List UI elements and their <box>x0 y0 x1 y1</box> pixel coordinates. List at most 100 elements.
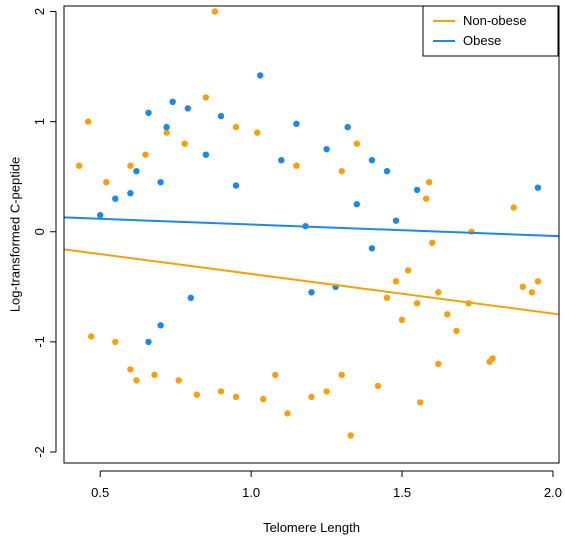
data-point-obese-25 <box>392 217 400 224</box>
data-point-obese-13 <box>112 195 119 202</box>
data-point-obese-7 <box>344 123 351 131</box>
x-tick-label: 0.5 <box>91 485 109 500</box>
data-point-obese-20 <box>187 294 194 301</box>
data-point-obese-24 <box>353 201 360 208</box>
data-point-non-obese-5 <box>88 333 95 340</box>
y-tick-label: 2 <box>32 8 47 15</box>
data-point-non-obese-17 <box>308 393 315 401</box>
data-point-obese-27 <box>127 190 134 197</box>
fit-lines-layer <box>63 216 560 316</box>
axes-layer: 0.5 1.0 1.5 2.0 -2 -1 0 1 2 <box>32 8 562 500</box>
data-point-obese-16 <box>202 151 210 158</box>
data-point-non-obese-43 <box>353 140 360 147</box>
data-point-obese-11 <box>534 184 542 191</box>
fit-line-obese <box>63 216 560 238</box>
y-tick-label: 0 <box>32 228 47 235</box>
data-point-non-obese-25 <box>486 358 493 365</box>
data-point-non-obese-36 <box>392 278 400 285</box>
data-point-non-obese-45 <box>293 162 300 169</box>
data-point-non-obese-6 <box>112 338 119 346</box>
data-point-non-obese-26 <box>510 204 517 211</box>
data-point-non-obese-10 <box>175 377 182 384</box>
y-tick-label: -2 <box>32 446 47 458</box>
data-point-non-obese-48 <box>181 140 188 147</box>
data-point-obese-3 <box>145 109 152 117</box>
data-point-obese-5 <box>217 112 225 120</box>
data-point-non-obese-31 <box>468 228 475 235</box>
data-point-obese-15 <box>133 168 140 175</box>
data-point-non-obese-50 <box>142 151 149 158</box>
x-tick-label: 2.0 <box>544 485 562 500</box>
data-point-non-obese-0 <box>211 8 219 15</box>
data-point-non-obese-19 <box>347 432 354 439</box>
fit-line-non-obese <box>63 248 560 316</box>
data-point-obese-29 <box>232 182 240 189</box>
data-point-non-obese-20 <box>338 371 345 379</box>
data-point-non-obese-38 <box>398 316 406 323</box>
data-point-obese-21 <box>308 289 315 296</box>
data-point-obese-4 <box>163 123 170 131</box>
data-point-non-obese-13 <box>232 393 240 401</box>
legend-label-obese: Obese <box>463 33 501 48</box>
data-point-obese-10 <box>383 168 391 175</box>
data-point-non-obese-46 <box>254 129 261 136</box>
legend: Non-obese Obese <box>422 5 559 57</box>
data-point-non-obese-9 <box>151 371 158 379</box>
data-point-non-obese-32 <box>429 239 436 246</box>
data-point-non-obese-28 <box>528 289 535 296</box>
data-point-non-obese-35 <box>404 267 412 274</box>
data-point-non-obese-42 <box>453 327 460 335</box>
data-point-non-obese-7 <box>127 366 134 373</box>
points-layer <box>75 8 542 439</box>
data-point-non-obese-11 <box>193 391 200 398</box>
data-point-obese-28 <box>157 179 164 186</box>
data-point-obese-9 <box>368 157 376 164</box>
y-tick-label: -1 <box>32 336 47 348</box>
data-point-non-obese-15 <box>272 371 279 379</box>
data-point-obese-19 <box>157 322 164 329</box>
plot-frame <box>63 5 560 464</box>
data-point-obese-23 <box>368 245 376 252</box>
data-point-non-obese-2 <box>84 118 92 125</box>
y-tick-label: 1 <box>32 118 47 125</box>
data-point-non-obese-18 <box>323 388 330 395</box>
legend-label-non-obese: Non-obese <box>463 13 527 28</box>
data-point-non-obese-12 <box>217 388 225 395</box>
data-point-non-obese-14 <box>260 395 267 403</box>
data-point-non-obese-22 <box>417 399 424 406</box>
x-tick-label: 1.5 <box>393 485 411 500</box>
data-point-non-obese-4 <box>75 162 83 169</box>
data-point-non-obese-49 <box>163 129 170 136</box>
data-point-non-obese-3 <box>103 179 110 186</box>
data-point-obese-6 <box>293 120 300 128</box>
data-point-non-obese-16 <box>284 410 291 417</box>
data-point-non-obese-37 <box>413 300 421 307</box>
data-point-non-obese-39 <box>383 294 391 301</box>
data-point-obese-8 <box>323 146 330 153</box>
data-point-non-obese-34 <box>426 179 433 186</box>
data-point-non-obese-1 <box>202 94 210 101</box>
data-point-obese-0 <box>257 72 264 79</box>
data-point-non-obese-47 <box>232 123 240 131</box>
x-axis-label: Telomere Length <box>263 520 360 535</box>
data-point-obese-12 <box>413 186 421 194</box>
data-point-obese-18 <box>145 338 152 346</box>
y-axis-label: Log-transformed C-peptide <box>7 157 22 312</box>
data-point-obese-14 <box>97 212 104 219</box>
data-point-non-obese-21 <box>374 382 382 390</box>
data-point-non-obese-23 <box>435 360 442 368</box>
data-point-non-obese-40 <box>435 289 442 296</box>
data-point-obese-1 <box>169 98 176 106</box>
data-point-obese-17 <box>278 157 285 164</box>
data-point-non-obese-8 <box>133 377 140 384</box>
data-point-non-obese-41 <box>444 311 451 318</box>
data-point-non-obese-27 <box>534 278 542 285</box>
legend-box <box>422 5 559 57</box>
x-tick-label: 1.0 <box>242 485 260 500</box>
data-point-non-obese-51 <box>127 162 134 169</box>
data-point-obese-2 <box>184 105 191 112</box>
data-point-non-obese-29 <box>519 283 526 290</box>
data-point-non-obese-44 <box>338 168 345 175</box>
data-point-non-obese-33 <box>423 195 430 202</box>
